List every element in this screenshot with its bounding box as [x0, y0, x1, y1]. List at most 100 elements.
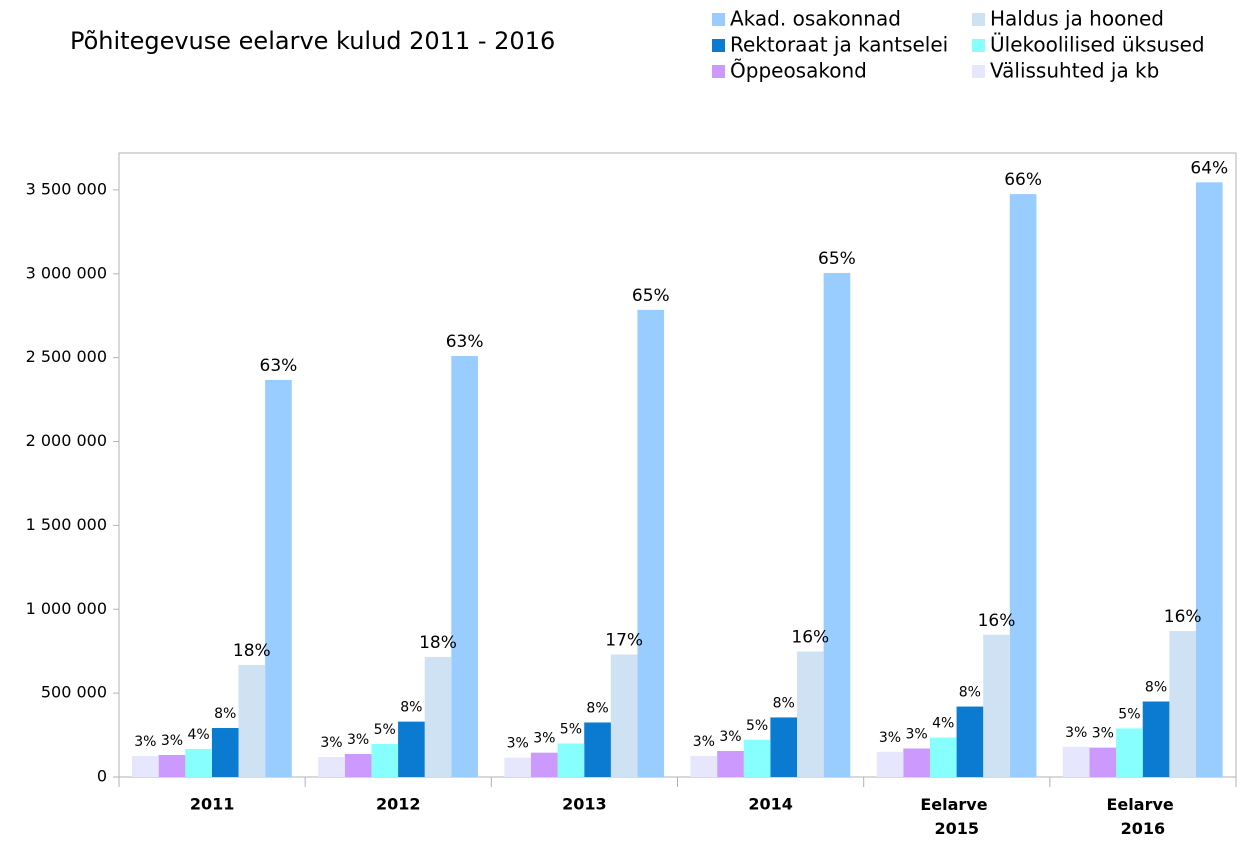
legend-swatch: [712, 39, 725, 52]
bar: [1009, 194, 1037, 777]
data-label: 63%: [446, 332, 484, 352]
legend-label: Haldus ja hooned: [990, 7, 1164, 31]
data-label: 3%: [161, 733, 183, 749]
data-label: 64%: [1190, 158, 1228, 178]
data-label: 65%: [818, 249, 856, 269]
x-tick-label-line: 2016: [1121, 819, 1166, 838]
bar: [318, 757, 345, 777]
legend-label: Ülekoolilised üksused: [990, 33, 1205, 57]
data-label: 3%: [693, 734, 715, 750]
bar: [770, 717, 798, 777]
bar: [637, 309, 665, 777]
bar: [1169, 631, 1196, 777]
x-tick-label: 2013: [562, 795, 607, 814]
bar: [371, 743, 399, 777]
data-label: 17%: [605, 631, 643, 651]
bar: [185, 748, 212, 777]
data-label: 3%: [347, 732, 369, 748]
data-label: 3%: [320, 735, 342, 751]
data-label: 5%: [374, 722, 396, 738]
y-tick-label: 500 000: [41, 683, 107, 702]
legend-swatch: [972, 65, 985, 78]
legend-label: Rektoraat ja kantselei: [730, 33, 948, 57]
data-label: 65%: [632, 286, 670, 306]
data-label: 3%: [879, 730, 901, 746]
data-label: 3%: [1065, 725, 1087, 741]
data-label: 3%: [906, 726, 928, 742]
bar: [690, 756, 718, 777]
legend-swatch: [712, 13, 725, 26]
x-tick-label: 2012: [376, 795, 421, 814]
legend-swatch: [712, 65, 725, 78]
bar: [265, 379, 292, 777]
bar: [956, 706, 984, 777]
bar: [557, 743, 585, 777]
chart-title: Põhitegevuse eelarve kulud 2011 - 2016: [70, 27, 555, 55]
y-tick-label: 3 500 000: [26, 179, 107, 198]
bar: [610, 654, 638, 777]
data-label: 18%: [419, 633, 457, 653]
data-label: 5%: [1118, 706, 1140, 722]
x-tick-label: 2011: [190, 795, 235, 814]
bar: [344, 754, 372, 777]
y-tick-label: 2 500 000: [26, 347, 107, 366]
data-label: 3%: [134, 734, 156, 750]
bar: [211, 728, 239, 777]
bar: [1089, 747, 1117, 777]
data-label: 8%: [1145, 680, 1167, 696]
bar: [929, 737, 957, 777]
bar: [530, 752, 558, 777]
legend-swatch: [972, 39, 985, 52]
bar: [823, 272, 851, 777]
bar: [451, 355, 478, 777]
y-tick-label: 0: [97, 767, 107, 786]
bar: [158, 755, 186, 777]
data-label: 16%: [978, 611, 1016, 631]
data-label: 8%: [214, 706, 236, 722]
bar: [1142, 701, 1170, 777]
y-tick-label: 1 000 000: [26, 599, 107, 618]
bar: [717, 751, 744, 777]
data-label: 63%: [260, 356, 298, 376]
y-tick-label: 2 000 000: [26, 431, 107, 450]
data-label: 3%: [507, 736, 529, 752]
data-label: 4%: [932, 716, 954, 732]
bar: [797, 651, 824, 777]
x-tick-label-line: 2015: [934, 819, 979, 838]
x-tick-label-line: Eelarve: [920, 795, 993, 814]
data-label: 16%: [1164, 607, 1202, 627]
bar: [504, 757, 531, 777]
x-tick-label: 2014: [748, 795, 793, 814]
data-label: 16%: [791, 628, 829, 648]
data-label: 3%: [1092, 726, 1114, 742]
data-label: 8%: [586, 700, 608, 716]
bar: [584, 722, 611, 777]
y-tick-label: 1 500 000: [26, 515, 107, 534]
x-tick-label: Eelarve 2016: [1107, 795, 1180, 838]
legend-label: Välissuhted ja kb: [990, 59, 1159, 83]
bar: [398, 721, 425, 777]
bar: [424, 656, 452, 777]
data-label: 5%: [746, 718, 768, 734]
legend-swatch: [972, 13, 985, 26]
bar: [1062, 746, 1090, 777]
bar: [1195, 182, 1223, 777]
data-label: 5%: [560, 721, 582, 737]
data-label: 66%: [1004, 170, 1042, 190]
bar: [903, 748, 930, 777]
data-label: 8%: [959, 685, 981, 701]
legend-label: Akad. osakonnad: [730, 7, 901, 31]
data-label: 3%: [533, 731, 555, 747]
bar: [983, 634, 1010, 777]
x-tick-label: Eelarve 2015: [920, 795, 993, 838]
data-label: 8%: [773, 695, 795, 711]
x-tick-label-line: Eelarve: [1107, 795, 1180, 814]
data-label: 8%: [400, 700, 422, 716]
data-label: 3%: [719, 729, 741, 745]
bar: [238, 664, 266, 777]
legend-label: Õppeosakond: [730, 59, 867, 83]
bar: [132, 756, 159, 777]
bar: [876, 751, 904, 777]
y-tick-label: 3 000 000: [26, 263, 107, 282]
